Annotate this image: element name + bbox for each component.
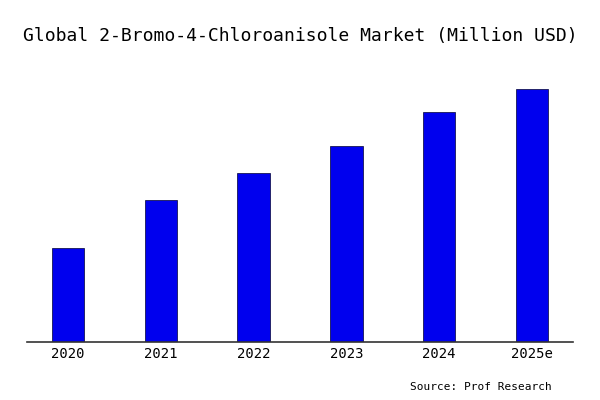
Bar [516, 89, 548, 342]
Bar [238, 173, 270, 342]
Text: Source: Prof Research: Source: Prof Research [410, 382, 552, 392]
Bar [52, 248, 84, 342]
Bar [145, 200, 177, 342]
Bar [330, 146, 362, 342]
Bar [423, 112, 455, 342]
Title: Global 2-Bromo-4-Chloroanisole Market (Million USD): Global 2-Bromo-4-Chloroanisole Market (M… [23, 27, 577, 45]
